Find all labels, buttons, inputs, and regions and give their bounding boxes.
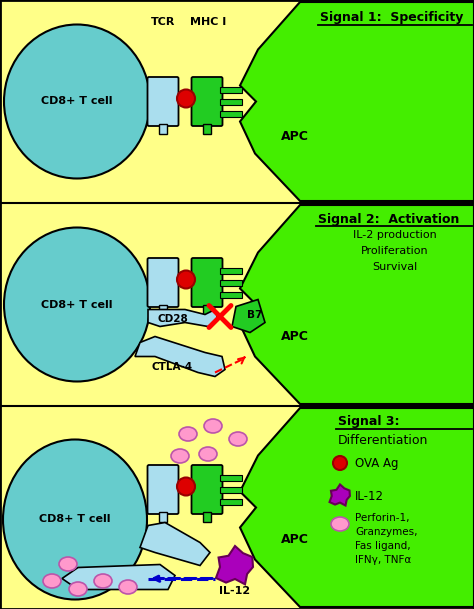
Text: Differentiation: Differentiation [338, 434, 428, 446]
Bar [159, 512, 167, 521]
Text: B7: B7 [247, 309, 263, 320]
Polygon shape [240, 408, 474, 607]
Ellipse shape [94, 574, 112, 588]
Text: APC: APC [281, 330, 309, 343]
Ellipse shape [179, 427, 197, 441]
Polygon shape [329, 484, 350, 505]
Text: Signal 3:: Signal 3: [338, 415, 400, 429]
Text: OVA Ag: OVA Ag [355, 457, 399, 470]
Bar [220, 267, 242, 273]
Ellipse shape [171, 449, 189, 463]
Polygon shape [240, 2, 474, 201]
Bar [220, 99, 242, 105]
Circle shape [177, 90, 195, 108]
Bar [159, 124, 167, 133]
Circle shape [177, 477, 195, 496]
Ellipse shape [69, 582, 87, 596]
Polygon shape [232, 300, 265, 333]
Ellipse shape [229, 432, 247, 446]
Text: Signal 1:  Specificity: Signal 1: Specificity [320, 12, 464, 24]
Ellipse shape [59, 557, 77, 571]
Text: MHC I: MHC I [190, 17, 226, 27]
Bar [203, 124, 211, 133]
Text: Survival: Survival [373, 262, 418, 272]
Ellipse shape [4, 24, 150, 178]
Text: Perforin-1,: Perforin-1, [355, 513, 410, 523]
Polygon shape [62, 565, 175, 590]
Text: CD8+ T cell: CD8+ T cell [41, 96, 113, 107]
Bar [220, 487, 242, 493]
Polygon shape [135, 337, 225, 376]
Text: Proliferation: Proliferation [361, 246, 429, 256]
Bar [220, 86, 242, 93]
Bar [203, 304, 211, 314]
Text: IL-12: IL-12 [355, 490, 384, 502]
Ellipse shape [331, 517, 349, 531]
Text: CTLA-4: CTLA-4 [151, 362, 192, 371]
FancyBboxPatch shape [147, 258, 179, 307]
Text: Fas ligand,: Fas ligand, [355, 541, 410, 551]
Bar [220, 110, 242, 116]
Ellipse shape [199, 447, 217, 461]
Polygon shape [216, 546, 253, 584]
Text: CD28: CD28 [158, 314, 188, 323]
FancyBboxPatch shape [191, 465, 222, 514]
Ellipse shape [119, 580, 137, 594]
Polygon shape [240, 205, 474, 404]
Circle shape [177, 270, 195, 289]
Ellipse shape [3, 440, 147, 599]
Text: IFNγ, TNFα: IFNγ, TNFα [355, 555, 411, 565]
FancyBboxPatch shape [147, 77, 179, 126]
Text: TCR: TCR [151, 17, 175, 27]
Text: IL-12: IL-12 [219, 586, 251, 596]
Polygon shape [148, 309, 218, 326]
Text: CD8+ T cell: CD8+ T cell [39, 515, 111, 524]
Bar [220, 280, 242, 286]
Bar [220, 292, 242, 298]
Text: APC: APC [281, 130, 309, 143]
Text: Granzymes,: Granzymes, [355, 527, 418, 537]
Bar [220, 474, 242, 481]
Polygon shape [140, 523, 210, 566]
FancyBboxPatch shape [191, 258, 222, 307]
FancyBboxPatch shape [147, 465, 179, 514]
FancyBboxPatch shape [191, 77, 222, 126]
Text: CD8+ T cell: CD8+ T cell [41, 300, 113, 309]
Ellipse shape [43, 574, 61, 588]
Bar [220, 499, 242, 504]
Text: IL-2 production: IL-2 production [353, 230, 437, 240]
Circle shape [333, 456, 347, 470]
Text: Signal 2:  Activation: Signal 2: Activation [318, 213, 459, 225]
Ellipse shape [204, 419, 222, 433]
Text: APC: APC [281, 533, 309, 546]
Bar [159, 304, 167, 314]
Ellipse shape [4, 228, 150, 381]
Bar [203, 512, 211, 521]
